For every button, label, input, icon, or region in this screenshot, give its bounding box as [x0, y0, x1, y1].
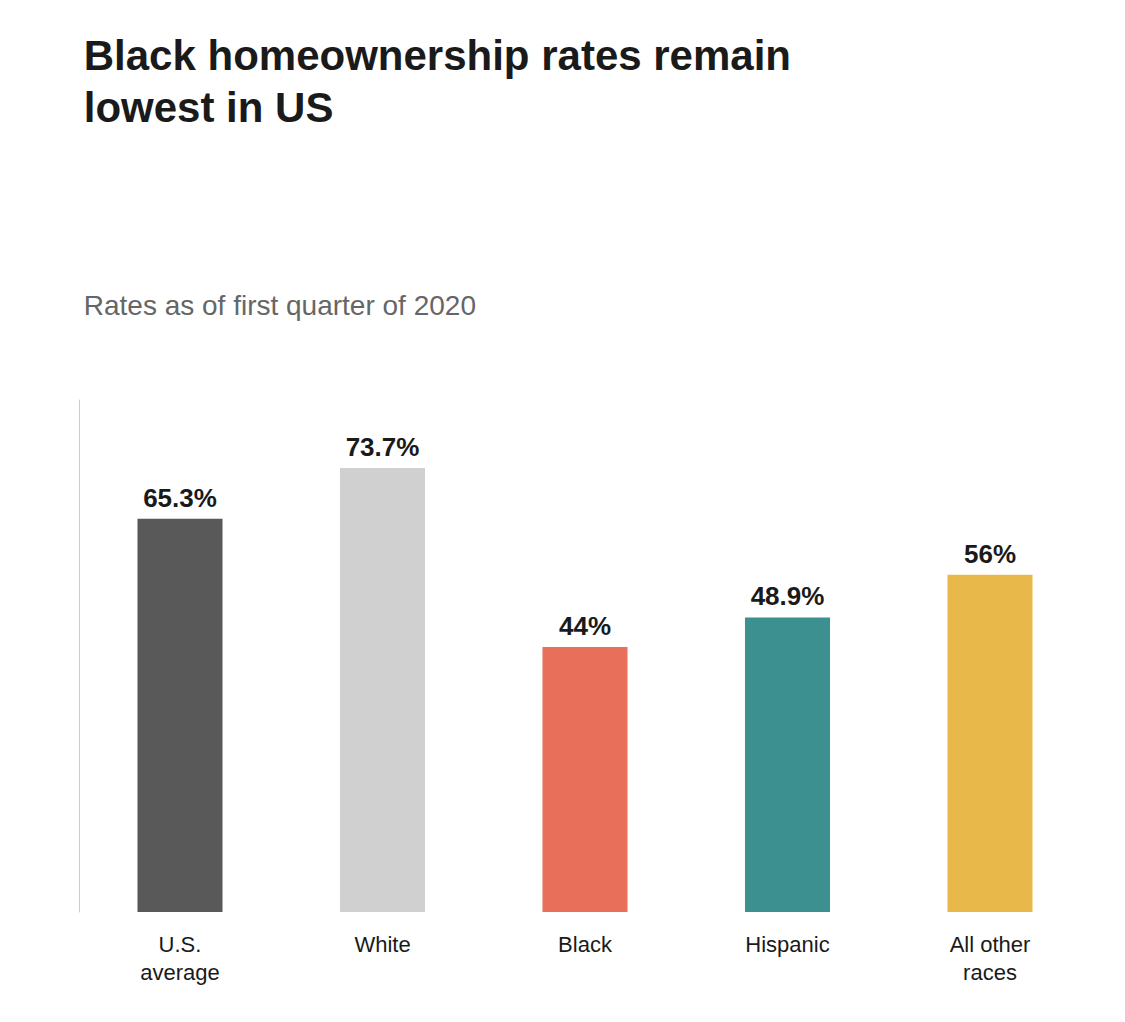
svg-text:lowest in US: lowest in US [84, 84, 334, 131]
svg-text:Rates as of first quarter of 2: Rates as of first quarter of 2020 [84, 290, 476, 321]
svg-text:average: average [140, 960, 220, 985]
svg-text:56%: 56% [964, 539, 1016, 569]
svg-text:All other: All other [950, 932, 1031, 957]
svg-text:Hispanic: Hispanic [745, 932, 829, 957]
svg-text:U.S.: U.S. [159, 932, 202, 957]
svg-text:44%: 44% [559, 611, 611, 641]
svg-text:races: races [963, 960, 1017, 985]
svg-text:White: White [354, 932, 410, 957]
svg-text:65.3%: 65.3% [143, 483, 217, 513]
svg-text:73.7%: 73.7% [346, 432, 420, 462]
svg-text:Black: Black [558, 932, 613, 957]
svg-text:Black homeownership rates rema: Black homeownership rates remain [84, 32, 791, 79]
svg-text:48.9%: 48.9% [751, 581, 825, 611]
